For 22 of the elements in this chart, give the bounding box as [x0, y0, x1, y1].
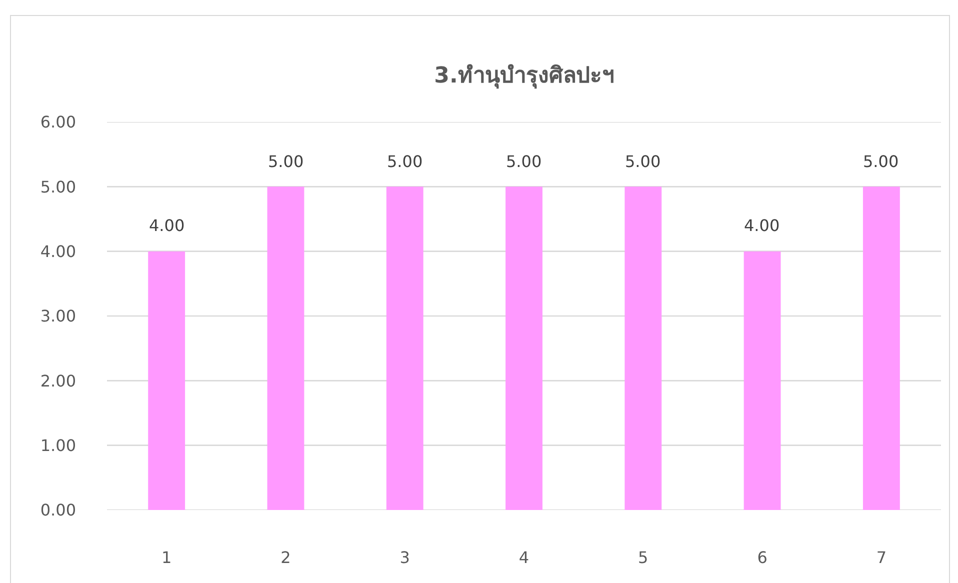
- y-tick-label: 0.00: [40, 500, 76, 520]
- data-label: 4.00: [149, 216, 185, 235]
- y-tick-label: 2.00: [40, 371, 76, 390]
- x-tick-label: 6: [757, 548, 768, 567]
- data-label: 5.00: [268, 152, 304, 171]
- x-tick-label: 3: [400, 548, 410, 567]
- data-label: 5.00: [863, 152, 899, 171]
- data-label: 5.00: [506, 152, 542, 171]
- chart-title: 3.ทำนุบำรุงศิลปะฯ: [434, 64, 614, 90]
- x-tick-label: 2: [280, 548, 291, 567]
- y-tick-label: 4.00: [40, 242, 76, 261]
- x-tick-label: 5: [638, 548, 648, 567]
- y-tick-label: 5.00: [40, 177, 76, 196]
- x-tick-label: 1: [161, 548, 172, 567]
- x-tick-label: 4: [518, 548, 530, 567]
- data-label: 4.00: [744, 216, 780, 235]
- y-tick-label: 1.00: [40, 436, 76, 455]
- x-tick-label: 7: [876, 548, 887, 567]
- data-label: 5.00: [625, 152, 661, 171]
- y-tick-label: 6.00: [40, 112, 76, 132]
- data-label: 5.00: [387, 152, 423, 171]
- y-tick-label: 3.00: [40, 306, 76, 326]
